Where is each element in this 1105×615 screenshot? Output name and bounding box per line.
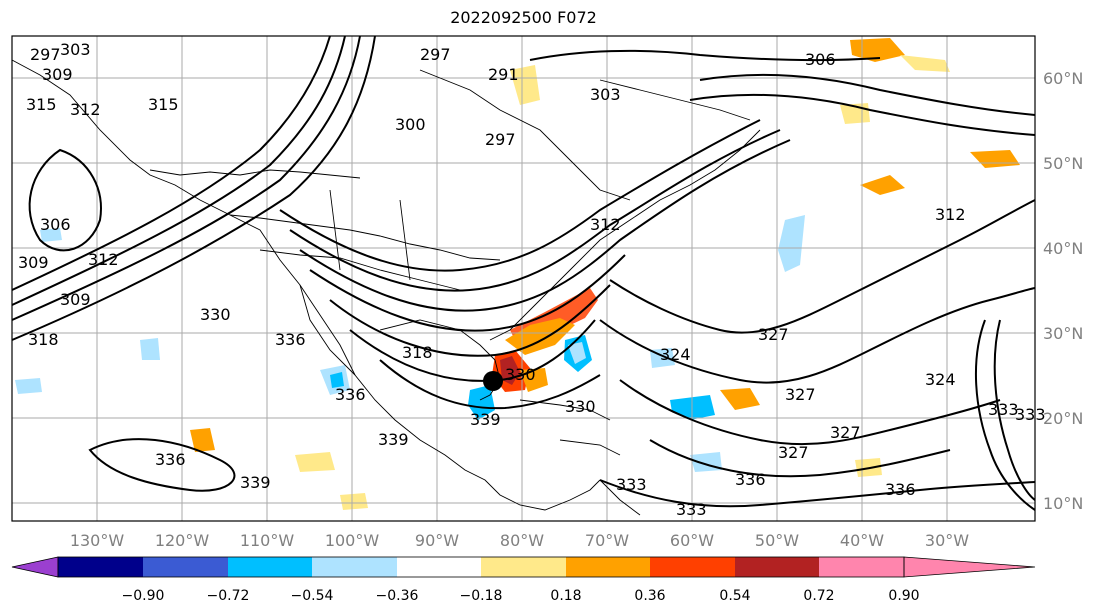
lon-tick-label: 60°W: [670, 531, 714, 550]
latitude-labels: 10°N 20°N 30°N 40°N 50°N 60°N: [1043, 69, 1083, 513]
contour-label: 333: [988, 400, 1019, 419]
colorbar-tick-label: 0.18: [550, 588, 581, 604]
contour-label: 297: [485, 130, 516, 149]
colorbar-tick-label: −0.18: [460, 588, 503, 604]
lon-tick-label: 70°W: [585, 531, 629, 550]
colorbar-bin: [397, 557, 481, 577]
contour-label: 318: [28, 330, 59, 349]
coastlines: [11, 59, 761, 516]
contour-labels: 297 309 303 315 306 309 318 309 312 315 …: [18, 40, 1046, 519]
lat-tick-label: 10°N: [1043, 494, 1083, 513]
colorbar-tick-label: 0.90: [888, 588, 919, 604]
lon-tick-label: 50°W: [755, 531, 799, 550]
contour-label: 327: [830, 423, 861, 442]
lat-tick-label: 50°N: [1043, 154, 1083, 173]
map-title: 2022092500 F072: [450, 8, 597, 27]
colorbar-bin: [819, 557, 904, 577]
contour-label: 312: [935, 205, 966, 224]
colorbar-bin: [312, 557, 397, 577]
lat-tick-label: 40°N: [1043, 239, 1083, 258]
contour-label: 309: [18, 253, 49, 272]
contour-label: 336: [735, 470, 766, 489]
contour-label: 324: [660, 345, 691, 364]
lon-tick-label: 130°W: [70, 531, 125, 550]
colorbar-extend-high: [903, 556, 1036, 578]
contour-label: 291: [488, 65, 519, 84]
lat-tick-label: 20°N: [1043, 409, 1083, 428]
contour-label: 297: [30, 45, 61, 64]
lon-tick-label: 90°W: [415, 531, 459, 550]
lon-tick-label: 80°W: [500, 531, 544, 550]
colorbar-bin: [228, 557, 312, 577]
map-plot-area: 297 309 303 315 306 309 318 309 312 315 …: [11, 35, 1046, 522]
contour-label: 324: [925, 370, 956, 389]
contour-label: 312: [590, 215, 621, 234]
lon-tick-label: 110°W: [240, 531, 295, 550]
gridlines: [12, 36, 1035, 521]
contour-label: 297: [420, 45, 451, 64]
contour-label: 330: [200, 305, 231, 324]
colorbar-tick-label: 0.36: [634, 588, 665, 604]
colorbar-bin: [481, 557, 566, 577]
contour-label: 336: [885, 480, 916, 499]
contour-label: 309: [60, 290, 91, 309]
contour-label: 327: [785, 385, 816, 404]
contour-label: 327: [758, 325, 789, 344]
contour-label: 327: [778, 443, 809, 462]
shaded-field: [15, 38, 1020, 510]
contour-label: 300: [395, 115, 426, 134]
longitude-labels: 130°W 120°W 110°W 100°W 90°W 80°W 70°W 6…: [70, 531, 969, 550]
contour-label: 315: [26, 95, 57, 114]
colorbar-bin: [650, 557, 735, 577]
contour-lines: [11, 35, 1036, 511]
colorbar-tick-label: −0.36: [376, 588, 419, 604]
lon-tick-label: 100°W: [325, 531, 380, 550]
lat-tick-label: 30°N: [1043, 324, 1083, 343]
colorbar-outline: [57, 556, 905, 578]
contour-label: 330: [505, 365, 536, 384]
map-frame: [11, 35, 1036, 522]
lon-tick-label: 120°W: [155, 531, 210, 550]
lat-tick-label: 60°N: [1043, 69, 1083, 88]
contour-label: 312: [70, 100, 101, 119]
contour-label: 303: [590, 85, 621, 104]
storm-position-marker: [483, 371, 503, 391]
contour-label: 336: [335, 385, 366, 404]
contour-label: 309: [42, 65, 73, 84]
contour-label: 306: [40, 215, 71, 234]
colorbar-tick-label: 0.72: [803, 588, 834, 604]
colorbar-tick-label: −0.72: [207, 588, 250, 604]
colorbar-tick-label: 0.54: [719, 588, 750, 604]
colorbar: −0.90 −0.72 −0.54 −0.36 −0.18 0.18 0.36 …: [11, 556, 1036, 604]
contour-label: 318: [402, 343, 433, 362]
contour-label: 339: [240, 473, 271, 492]
contour-label: 336: [275, 330, 306, 349]
contour-label: 312: [88, 250, 119, 269]
colorbar-bin: [58, 557, 143, 577]
lon-tick-label: 30°W: [925, 531, 969, 550]
contour-label: 336: [155, 450, 186, 469]
contour-label: 330: [565, 397, 596, 416]
colorbar-bin: [566, 557, 650, 577]
colorbar-tick-label: −0.54: [291, 588, 334, 604]
contour-label: 339: [378, 430, 409, 449]
colorbar-extend-low: [11, 556, 59, 578]
colorbar-bin: [143, 557, 228, 577]
colorbar-bin: [735, 557, 819, 577]
contour-label: 303: [60, 40, 91, 59]
contour-label: 315: [148, 95, 179, 114]
colorbar-labels: −0.90 −0.72 −0.54 −0.36 −0.18 0.18 0.36 …: [122, 588, 920, 604]
contour-label: 333: [1015, 405, 1046, 424]
contour-label: 333: [676, 500, 707, 519]
colorbar-tick-label: −0.90: [122, 588, 165, 604]
contour-label: 333: [616, 475, 647, 494]
contour-label: 306: [805, 50, 836, 69]
lon-tick-label: 40°W: [840, 531, 884, 550]
contour-label: 339: [470, 410, 501, 429]
